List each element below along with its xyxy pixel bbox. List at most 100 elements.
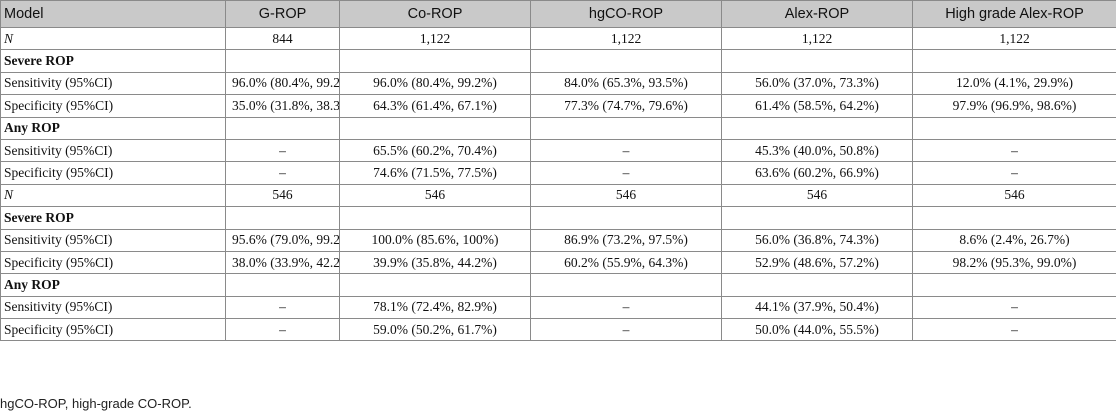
cell-high-grade-alex-rop: – <box>912 138 1116 163</box>
cell-g-rop: – <box>225 318 340 342</box>
cell-hgco-rop: 86.9% (73.2%, 97.5%) <box>530 228 722 252</box>
cell-co-rop: 96.0% (80.4%, 99.2%) <box>339 71 531 96</box>
section-row: Any ROP <box>0 116 1116 140</box>
cell-alex-rop: 50.0% (44.0%, 55.5%) <box>721 318 913 342</box>
cell-g-rop: 844 <box>225 26 340 51</box>
cell-co-rop: 65.5% (60.2%, 70.4%) <box>339 138 531 163</box>
cell-hgco-rop <box>530 206 722 230</box>
cell-g-rop: 546 <box>225 183 340 208</box>
table-row: Specificity (95%CI)38.0% (33.9%, 42.2%)3… <box>0 250 1116 275</box>
table-row: Specificity (95%CI) –74.6% (71.5%, 77.5%)… <box>0 161 1116 185</box>
cell-co-rop: 78.1% (72.4%, 82.9%) <box>339 295 531 320</box>
table-row: Sensitivity (95%CI) –78.1% (72.4%, 82.9%)… <box>0 295 1116 320</box>
header-g-rop: G-ROP <box>225 0 340 28</box>
cell-hgco-rop: 1,122 <box>530 26 722 51</box>
cell-label: Specificity (95%CI) <box>0 318 226 342</box>
cell-g-rop <box>225 273 340 297</box>
cell-high-grade-alex-rop <box>912 206 1116 230</box>
cell-alex-rop: 44.1% (37.9%, 50.4%) <box>721 295 913 320</box>
cell-co-rop <box>339 273 531 297</box>
cell-label: Sensitivity (95%CI) <box>0 228 226 252</box>
cell-co-rop: 100.0% (85.6%, 100%) <box>339 228 531 252</box>
cell-g-rop: 38.0% (33.9%, 42.2%) <box>225 250 340 275</box>
cell-hgco-rop: – <box>530 161 722 185</box>
cell-co-rop <box>339 49 531 73</box>
table-row: Sensitivity (95%CI)96.0% (80.4%, 99.2%)9… <box>0 71 1116 96</box>
table-header: Model G-ROP Co-ROP hgCO-ROP Alex-ROP Hig… <box>0 0 1116 28</box>
cell-high-grade-alex-rop: – <box>912 161 1116 185</box>
cell-co-rop: 546 <box>339 183 531 208</box>
cell-alex-rop <box>721 206 913 230</box>
cell-alex-rop: 61.4% (58.5%, 64.2%) <box>721 94 913 118</box>
table-body: N 844 1,122 1,122 1,122 1,122 Severe ROP Sensit… <box>0 26 1116 342</box>
table-row: Specificity (95%CI)35.0% (31.8%, 38.3%)6… <box>0 94 1116 118</box>
cell-alex-rop: 56.0% (36.8%, 74.3%) <box>721 228 913 252</box>
cell-label: Any ROP <box>0 116 226 140</box>
cell-g-rop <box>225 49 340 73</box>
table-row: Specificity (95%CI) –59.0% (50.2%, 61.7%)… <box>0 318 1116 342</box>
cell-co-rop <box>339 116 531 140</box>
cell-hgco-rop: 60.2% (55.9%, 64.3%) <box>530 250 722 275</box>
cell-high-grade-alex-rop: – <box>912 295 1116 320</box>
cell-label: N <box>0 26 226 51</box>
cell-g-rop <box>225 206 340 230</box>
header-high-grade-alex-rop: High grade Alex-ROP <box>912 0 1116 28</box>
cell-alex-rop <box>721 49 913 73</box>
cell-g-rop: – <box>225 295 340 320</box>
sample-size-row: N 546 546 546 546 546 <box>0 183 1116 208</box>
header-co-rop: Co-ROP <box>339 0 531 28</box>
cell-hgco-rop <box>530 116 722 140</box>
cell-hgco-rop: – <box>530 295 722 320</box>
cell-label: Sensitivity (95%CI) <box>0 138 226 163</box>
header-row: Model G-ROP Co-ROP hgCO-ROP Alex-ROP Hig… <box>0 0 1116 28</box>
cell-g-rop: – <box>225 138 340 163</box>
sample-size-row: N 844 1,122 1,122 1,122 1,122 <box>0 26 1116 51</box>
cell-alex-rop: 63.6% (60.2%, 66.9%) <box>721 161 913 185</box>
cell-co-rop: 39.9% (35.8%, 44.2%) <box>339 250 531 275</box>
cell-hgco-rop: – <box>530 138 722 163</box>
cell-hgco-rop <box>530 273 722 297</box>
cell-alex-rop: 546 <box>721 183 913 208</box>
cell-label: Specificity (95%CI) <box>0 250 226 275</box>
header-hgco-rop: hgCO-ROP <box>530 0 722 28</box>
cell-label: N <box>0 183 226 208</box>
cell-high-grade-alex-rop: – <box>912 318 1116 342</box>
cell-label: Severe ROP <box>0 206 226 230</box>
cell-co-rop: 59.0% (50.2%, 61.7%) <box>339 318 531 342</box>
table-footnote: hgCO-ROP, high-grade CO-ROP. <box>0 396 192 411</box>
cell-alex-rop <box>721 273 913 297</box>
cell-co-rop: 1,122 <box>339 26 531 51</box>
section-row: Severe ROP <box>0 49 1116 73</box>
cell-label: Severe ROP <box>0 49 226 73</box>
cell-co-rop <box>339 206 531 230</box>
cell-label: Sensitivity (95%CI) <box>0 71 226 96</box>
cell-g-rop: 35.0% (31.8%, 38.3%) <box>225 94 340 118</box>
cell-g-rop: 96.0% (80.4%, 99.2%) <box>225 71 340 96</box>
cell-high-grade-alex-rop: 1,122 <box>912 26 1116 51</box>
section-row: Any ROP <box>0 273 1116 297</box>
cell-hgco-rop: 77.3% (74.7%, 79.6%) <box>530 94 722 118</box>
cell-high-grade-alex-rop: 8.6% (2.4%, 26.7%) <box>912 228 1116 252</box>
cell-alex-rop: 52.9% (48.6%, 57.2%) <box>721 250 913 275</box>
cell-hgco-rop: 546 <box>530 183 722 208</box>
cell-hgco-rop: 84.0% (65.3%, 93.5%) <box>530 71 722 96</box>
table-row: Sensitivity (95%CI)95.6% (79.0%, 99.2%)1… <box>0 228 1116 252</box>
cell-high-grade-alex-rop <box>912 49 1116 73</box>
cell-label: Specificity (95%CI) <box>0 94 226 118</box>
cell-g-rop: – <box>225 161 340 185</box>
results-table: Model G-ROP Co-ROP hgCO-ROP Alex-ROP Hig… <box>0 0 1116 342</box>
table-row: Sensitivity (95%CI) –65.5% (60.2%, 70.4%)… <box>0 138 1116 163</box>
cell-g-rop: 95.6% (79.0%, 99.2%) <box>225 228 340 252</box>
cell-alex-rop: 45.3% (40.0%, 50.8%) <box>721 138 913 163</box>
cell-high-grade-alex-rop: 98.2% (95.3%, 99.0%) <box>912 250 1116 275</box>
header-alex-rop: Alex-ROP <box>721 0 913 28</box>
cell-label: Any ROP <box>0 273 226 297</box>
cell-high-grade-alex-rop: 546 <box>912 183 1116 208</box>
cell-alex-rop: 1,122 <box>721 26 913 51</box>
cell-high-grade-alex-rop <box>912 116 1116 140</box>
cell-hgco-rop: – <box>530 318 722 342</box>
cell-label: Sensitivity (95%CI) <box>0 295 226 320</box>
cell-alex-rop <box>721 116 913 140</box>
cell-co-rop: 64.3% (61.4%, 67.1%) <box>339 94 531 118</box>
cell-high-grade-alex-rop: 97.9% (96.9%, 98.6%) <box>912 94 1116 118</box>
